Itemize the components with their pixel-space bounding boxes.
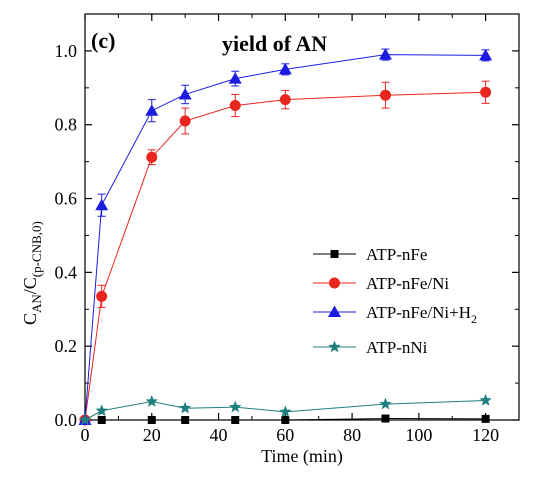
- legend-label: ATP-nFe/Ni: [366, 274, 449, 293]
- data-point: [96, 290, 108, 302]
- y-tick-label: 0.6: [55, 189, 78, 209]
- y-tick-label: 0.2: [55, 336, 78, 356]
- legend-item-0: ATP-nFe: [313, 245, 427, 264]
- legend-marker: [328, 340, 341, 353]
- series-2: [78, 48, 493, 425]
- data-point: [97, 416, 106, 424]
- legend-label: ATP-nFe: [366, 245, 427, 264]
- data-point: [480, 86, 492, 98]
- data-point: [146, 151, 158, 163]
- series-line: [84, 399, 486, 421]
- data-point: [145, 104, 159, 116]
- legend-marker: [330, 250, 339, 258]
- x-tick-label: 120: [472, 425, 499, 445]
- y-tick-label: 0.8: [55, 115, 78, 135]
- series-3: [78, 393, 492, 426]
- series-1: [79, 80, 492, 426]
- plot-title: yield of AN: [222, 31, 327, 56]
- legend-marker: [328, 305, 341, 317]
- data-point: [147, 416, 156, 424]
- data-point: [378, 48, 392, 60]
- data-point: [181, 416, 190, 424]
- y-axis-title-main: C: [20, 313, 40, 325]
- data-point: [479, 393, 492, 406]
- data-point: [229, 400, 242, 413]
- y-tick-label: 1.0: [55, 41, 78, 61]
- legend-item-2: ATP-nFe/Ni+H2: [313, 303, 477, 326]
- y-axis-title-sub2: (p-CNB,0): [29, 221, 44, 277]
- series-line: [84, 54, 486, 421]
- panel-label: (c): [91, 28, 115, 53]
- data-point: [178, 401, 192, 414]
- legend-label: ATP-nFe/Ni+H2: [366, 303, 477, 326]
- series-layer: [78, 48, 493, 426]
- data-point: [379, 397, 392, 410]
- y-tick-label: 0.0: [55, 410, 78, 430]
- data-point: [231, 416, 240, 424]
- x-tick-label: 60: [276, 425, 294, 445]
- data-point: [229, 100, 241, 112]
- legend: ATP-nFe ATP-nFe/Ni ATP-nFe/Ni+H2 ATP-nNi: [313, 245, 477, 357]
- series-line: [85, 418, 486, 421]
- y-axis-title-slash: /C: [20, 277, 40, 294]
- legend-label: ATP-nNi: [366, 338, 428, 357]
- data-point: [78, 413, 92, 426]
- y-axis-title: CAN/C(p-CNB,0): [20, 221, 44, 325]
- legend-item-3: ATP-nNi: [313, 338, 428, 357]
- data-point: [179, 115, 191, 127]
- data-point: [279, 405, 292, 418]
- data-point: [95, 198, 109, 211]
- data-point: [379, 89, 391, 101]
- axis-ticks: 0 20 40 60 80 100 120 0.0 0.2 0.4 0.6 0.8 1.0: [55, 14, 519, 445]
- series-line: [84, 91, 486, 421]
- data-point: [278, 62, 292, 75]
- svg-text:CAN/C(p-CNB,0): CAN/C(p-CNB,0): [20, 221, 44, 325]
- x-axis-title: Time (min): [261, 446, 343, 467]
- data-point: [279, 94, 291, 106]
- y-tick-label: 0.4: [55, 262, 78, 282]
- x-tick-label: 0: [81, 425, 90, 445]
- x-tick-label: 100: [405, 425, 432, 445]
- data-point: [481, 414, 490, 423]
- legend-item-1: ATP-nFe/Ni: [313, 274, 449, 293]
- data-point: [381, 414, 390, 423]
- x-tick-label: 40: [210, 425, 228, 445]
- data-point: [228, 72, 242, 84]
- data-point: [281, 416, 290, 424]
- data-point: [178, 87, 192, 100]
- data-point: [145, 395, 158, 407]
- legend-marker: [329, 277, 340, 289]
- x-tick-label: 20: [143, 425, 161, 445]
- data-point: [95, 404, 108, 417]
- plot-frame: [84, 13, 520, 421]
- data-point: [479, 48, 493, 61]
- x-tick-label: 80: [343, 425, 361, 445]
- y-axis-title-sub1: AN: [29, 294, 44, 313]
